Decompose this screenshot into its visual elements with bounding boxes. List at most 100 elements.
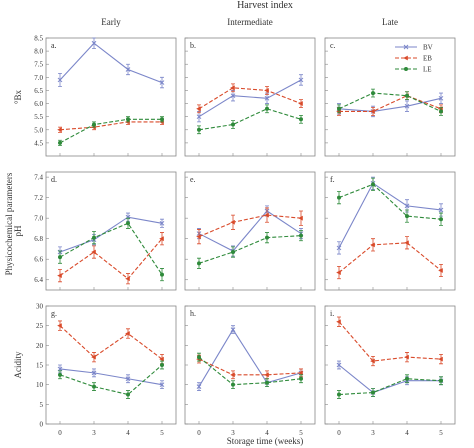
y-tick-label: 7.0 (34, 74, 43, 82)
data-point (298, 370, 303, 376)
y-tick-label: 8.5 (34, 35, 43, 43)
chart-panel: f. (324, 171, 456, 291)
data-point (57, 366, 63, 372)
data-point (58, 140, 62, 145)
data-point (92, 235, 96, 240)
data-point (370, 109, 375, 114)
series-le (197, 352, 303, 389)
panel-frame (45, 37, 177, 157)
chart-panel: h. 0 3 4 5 (184, 305, 316, 437)
series-line (198, 210, 302, 252)
data-point (230, 85, 235, 91)
data-point (126, 117, 130, 122)
y-tick-label: 7.4 (34, 174, 43, 182)
data-point (405, 376, 409, 381)
data-point (230, 219, 235, 225)
row-label: °Bx (13, 89, 23, 104)
data-point (159, 356, 164, 362)
data-point (92, 384, 96, 389)
series-le (337, 374, 443, 399)
data-point (57, 127, 62, 133)
data-point (370, 358, 375, 364)
legend-label: LE (423, 66, 432, 74)
chart-panel: b. (184, 37, 316, 157)
series-eb (336, 316, 443, 367)
data-point (196, 234, 201, 240)
y-tick-label: 6.8 (34, 235, 43, 243)
panel-letter: e. (190, 175, 196, 184)
series-le (197, 104, 303, 135)
data-point (160, 363, 164, 367)
row-label: Acidity (13, 351, 23, 378)
data-point (438, 207, 444, 213)
data-point (125, 67, 131, 72)
column-title: Intermediate (227, 17, 272, 27)
series-line (198, 235, 302, 264)
series-line (338, 321, 442, 362)
panel-letter: b. (190, 41, 196, 50)
data-point (404, 354, 409, 360)
x-axis-title: Storage time (weeks) (227, 436, 303, 446)
data-point (159, 236, 164, 242)
row-label: pH (13, 225, 23, 237)
panel-letter: f. (330, 175, 335, 184)
data-point (265, 235, 269, 240)
series-eb (57, 232, 164, 285)
data-point (404, 203, 410, 209)
series-le (197, 230, 303, 269)
series-bv (57, 364, 165, 389)
panel-letter: i. (330, 309, 334, 318)
data-point (439, 109, 443, 114)
panel-letter: h. (190, 309, 196, 318)
super-title: Harvest index (237, 0, 293, 11)
data-point (91, 40, 97, 46)
y-tick-label: 0 (40, 421, 44, 429)
y-tick-label: 6.5 (34, 87, 43, 95)
data-point (371, 91, 375, 96)
legend-label: BV (423, 44, 433, 52)
data-point (125, 331, 130, 336)
data-point (337, 106, 341, 111)
data-point (337, 195, 341, 200)
y-tick-label: 7.0 (34, 215, 43, 223)
data-point (92, 122, 96, 127)
series-le (58, 217, 164, 282)
x-tick-label: 0 (197, 429, 201, 437)
chart-panel: d. 6.4 6.6 6.8 7.0 7.2 7.4 (34, 171, 177, 291)
series-line (338, 92, 442, 112)
legend-label: EB (423, 55, 432, 63)
series-line (198, 214, 302, 238)
data-point (91, 249, 96, 255)
data-point (264, 95, 270, 101)
data-point (91, 354, 96, 360)
data-point (230, 372, 235, 378)
series-line (198, 356, 302, 386)
data-point (405, 214, 409, 219)
series-bv (336, 176, 444, 255)
legend-marker (403, 44, 409, 50)
panel-frame (45, 305, 177, 425)
data-point (439, 217, 443, 222)
x-tick-label: 5 (439, 429, 443, 437)
series-line (59, 42, 163, 84)
x-tick-label: 5 (160, 429, 164, 437)
series-line (198, 79, 302, 118)
y-tick-label: 4.5 (34, 139, 43, 147)
y-tick-label: 7.5 (34, 61, 43, 69)
data-point (159, 80, 165, 85)
data-point (438, 268, 443, 273)
panel-frame (184, 305, 316, 425)
y-tick-label: 20 (36, 342, 44, 350)
series-eb (196, 207, 303, 245)
chart-panel: g. 0 5 10 15 20 25 30 0 3 4 5 (36, 303, 177, 437)
series-bv (57, 37, 165, 89)
data-point (404, 103, 410, 109)
panel-grid: Early Intermediate Late °Bx pH Acidity a. 4.5 5.… (13, 17, 456, 437)
series-eb (336, 236, 443, 280)
data-point (126, 221, 130, 226)
data-point (57, 77, 63, 83)
series-line (338, 242, 442, 273)
chart-panel: e. (184, 171, 316, 291)
data-point (336, 362, 342, 368)
